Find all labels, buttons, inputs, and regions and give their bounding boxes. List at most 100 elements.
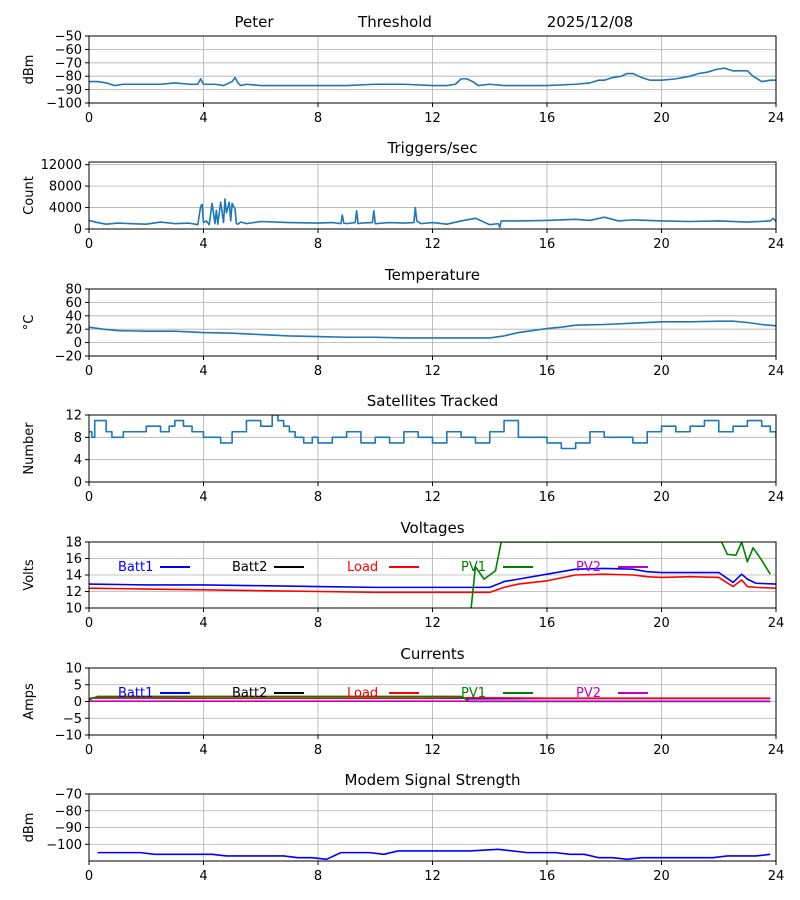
series-group-satellites — [89, 415, 776, 450]
xtick-label-voltages: 0 — [85, 616, 93, 631]
xtick-label-modem: 8 — [314, 869, 322, 884]
ytick-label-temperature: 20 — [65, 323, 82, 338]
xtick-label-modem: 0 — [85, 869, 93, 884]
legend-label-voltages-batt2: Batt2 — [232, 560, 267, 575]
ytick-label-modem: −90 — [55, 821, 82, 836]
legend-label-currents-batt2: Batt2 — [232, 686, 267, 701]
chart-title-temperature: Temperature — [384, 266, 480, 284]
series-line-voltages-load — [89, 573, 776, 594]
ytick-label-triggers: 12000 — [41, 158, 82, 173]
chart-title-satellites: Satellites Tracked — [367, 392, 498, 410]
ytick-label-triggers: 8000 — [49, 180, 82, 195]
xtick-label-currents: 8 — [314, 743, 322, 758]
ylabel-temperature: °C — [22, 315, 37, 331]
ytick-label-satellites: 4 — [74, 453, 82, 468]
xtick-label-rssi: 12 — [424, 111, 441, 126]
ytick-label-rssi: −80 — [55, 70, 82, 85]
xtick-label-voltages: 4 — [199, 616, 207, 631]
xtick-label-triggers: 0 — [85, 237, 93, 252]
ylabel-modem: dBm — [22, 813, 37, 843]
xtick-label-satellites: 20 — [653, 490, 670, 505]
legend-label-voltages-pv2: PV2 — [576, 560, 601, 575]
ytick-label-temperature: 80 — [65, 283, 82, 298]
xtick-label-currents: 16 — [539, 743, 556, 758]
ylabel-triggers: Count — [22, 176, 37, 215]
xtick-label-modem: 24 — [768, 869, 785, 884]
xtick-label-triggers: 4 — [199, 237, 207, 252]
legend-label-currents-pv1: PV1 — [461, 686, 486, 701]
legend-label-currents-pv2: PV2 — [576, 686, 601, 701]
ytick-label-modem: −100 — [46, 838, 82, 853]
panel-rssi: 0 4 8 12 16 20 24 −100−90−80−70−60−50 dBm — [22, 30, 784, 127]
ytick-label-temperature: 40 — [65, 309, 82, 324]
ytick-label-temperature: 60 — [65, 296, 82, 311]
series-group-triggers — [89, 198, 776, 229]
xtick-label-triggers: 16 — [539, 237, 556, 252]
ytick-label-voltages: 14 — [65, 569, 82, 584]
chart-title-modem: Modem Signal Strength — [345, 771, 521, 789]
legend-label-currents-batt1: Batt1 — [118, 686, 153, 701]
ytick-label-voltages: 12 — [65, 585, 82, 600]
xtick-label-rssi: 24 — [768, 111, 785, 126]
xtick-label-modem: 12 — [424, 869, 441, 884]
xtick-label-temperature: 16 — [539, 364, 556, 379]
ylabel-satellites: Number — [22, 422, 37, 475]
xtick-label-rssi: 8 — [314, 111, 322, 126]
ytick-label-currents: −5 — [63, 712, 82, 727]
legend-label-voltages-batt1: Batt1 — [118, 560, 153, 575]
xtick-label-triggers: 8 — [314, 237, 322, 252]
legend-label-voltages-load: Load — [347, 560, 378, 575]
ytick-label-currents: −10 — [55, 729, 82, 744]
xtick-label-triggers: 12 — [424, 237, 441, 252]
ytick-label-voltages: 16 — [65, 552, 82, 567]
xtick-label-satellites: 8 — [314, 490, 322, 505]
series-line-voltages-pv1 — [470, 542, 771, 608]
chart-title-triggers: Triggers/sec — [387, 139, 478, 157]
xtick-label-temperature: 0 — [85, 364, 93, 379]
xtick-label-currents: 0 — [85, 743, 93, 758]
xtick-label-voltages: 20 — [653, 616, 670, 631]
xtick-label-temperature: 4 — [199, 364, 207, 379]
xtick-label-temperature: 8 — [314, 364, 322, 379]
series-group-voltages — [89, 542, 776, 608]
ytick-label-satellites: 0 — [74, 476, 82, 491]
xtick-label-temperature: 24 — [768, 364, 785, 379]
ytick-label-currents: 0 — [74, 695, 82, 710]
panel-triggers: 0 4 8 12 16 20 24 0 4000 8000 12000 Triggers/sec Cou… — [22, 139, 784, 252]
xtick-label-satellites: 12 — [424, 490, 441, 505]
ytick-label-rssi: −70 — [55, 56, 82, 71]
series-line-modem-modem — [97, 848, 771, 861]
xtick-label-voltages: 24 — [768, 616, 785, 631]
ylabel-voltages: Volts — [22, 559, 37, 591]
series-line-temperature-temperature — [89, 320, 776, 339]
panel-currents: 0 4 8 12 16 20 24 −10 −5 0 510 Currents Amps Batt1 Bat… — [22, 645, 784, 758]
series-group-temperature — [89, 320, 776, 339]
header-mode: Threshold — [357, 13, 432, 31]
xtick-label-triggers: 24 — [768, 237, 785, 252]
xtick-label-voltages: 16 — [539, 616, 556, 631]
xtick-label-currents: 20 — [653, 743, 670, 758]
xtick-label-temperature: 12 — [424, 364, 441, 379]
xtick-label-rssi: 4 — [199, 111, 207, 126]
series-group-rssi — [89, 67, 776, 87]
xtick-label-currents: 24 — [768, 743, 785, 758]
ytick-label-rssi: −100 — [46, 97, 82, 112]
panel-modem: 0 4 8 12 16 20 24 −100 −90 −80−70 Modem Signal Str… — [22, 771, 784, 884]
xtick-label-voltages: 8 — [314, 616, 322, 631]
series-line-triggers-triggers — [89, 198, 776, 229]
xtick-label-satellites: 4 — [199, 490, 207, 505]
legend-label-voltages-pv1: PV1 — [461, 560, 486, 575]
ytick-label-temperature: −20 — [55, 350, 82, 365]
xtick-label-modem: 16 — [539, 869, 556, 884]
ytick-label-temperature: 0 — [74, 336, 82, 351]
header-name: Peter — [234, 13, 274, 31]
xtick-label-voltages: 12 — [424, 616, 441, 631]
series-line-currents-load — [89, 697, 771, 700]
header-date: 2025/12/08 — [547, 13, 633, 31]
ytick-label-satellites: 12 — [65, 409, 82, 424]
series-line-voltages-batt1 — [89, 567, 776, 589]
xtick-label-rssi: 20 — [653, 111, 670, 126]
ytick-label-modem: −70 — [55, 788, 82, 803]
series-group-modem — [97, 848, 771, 861]
